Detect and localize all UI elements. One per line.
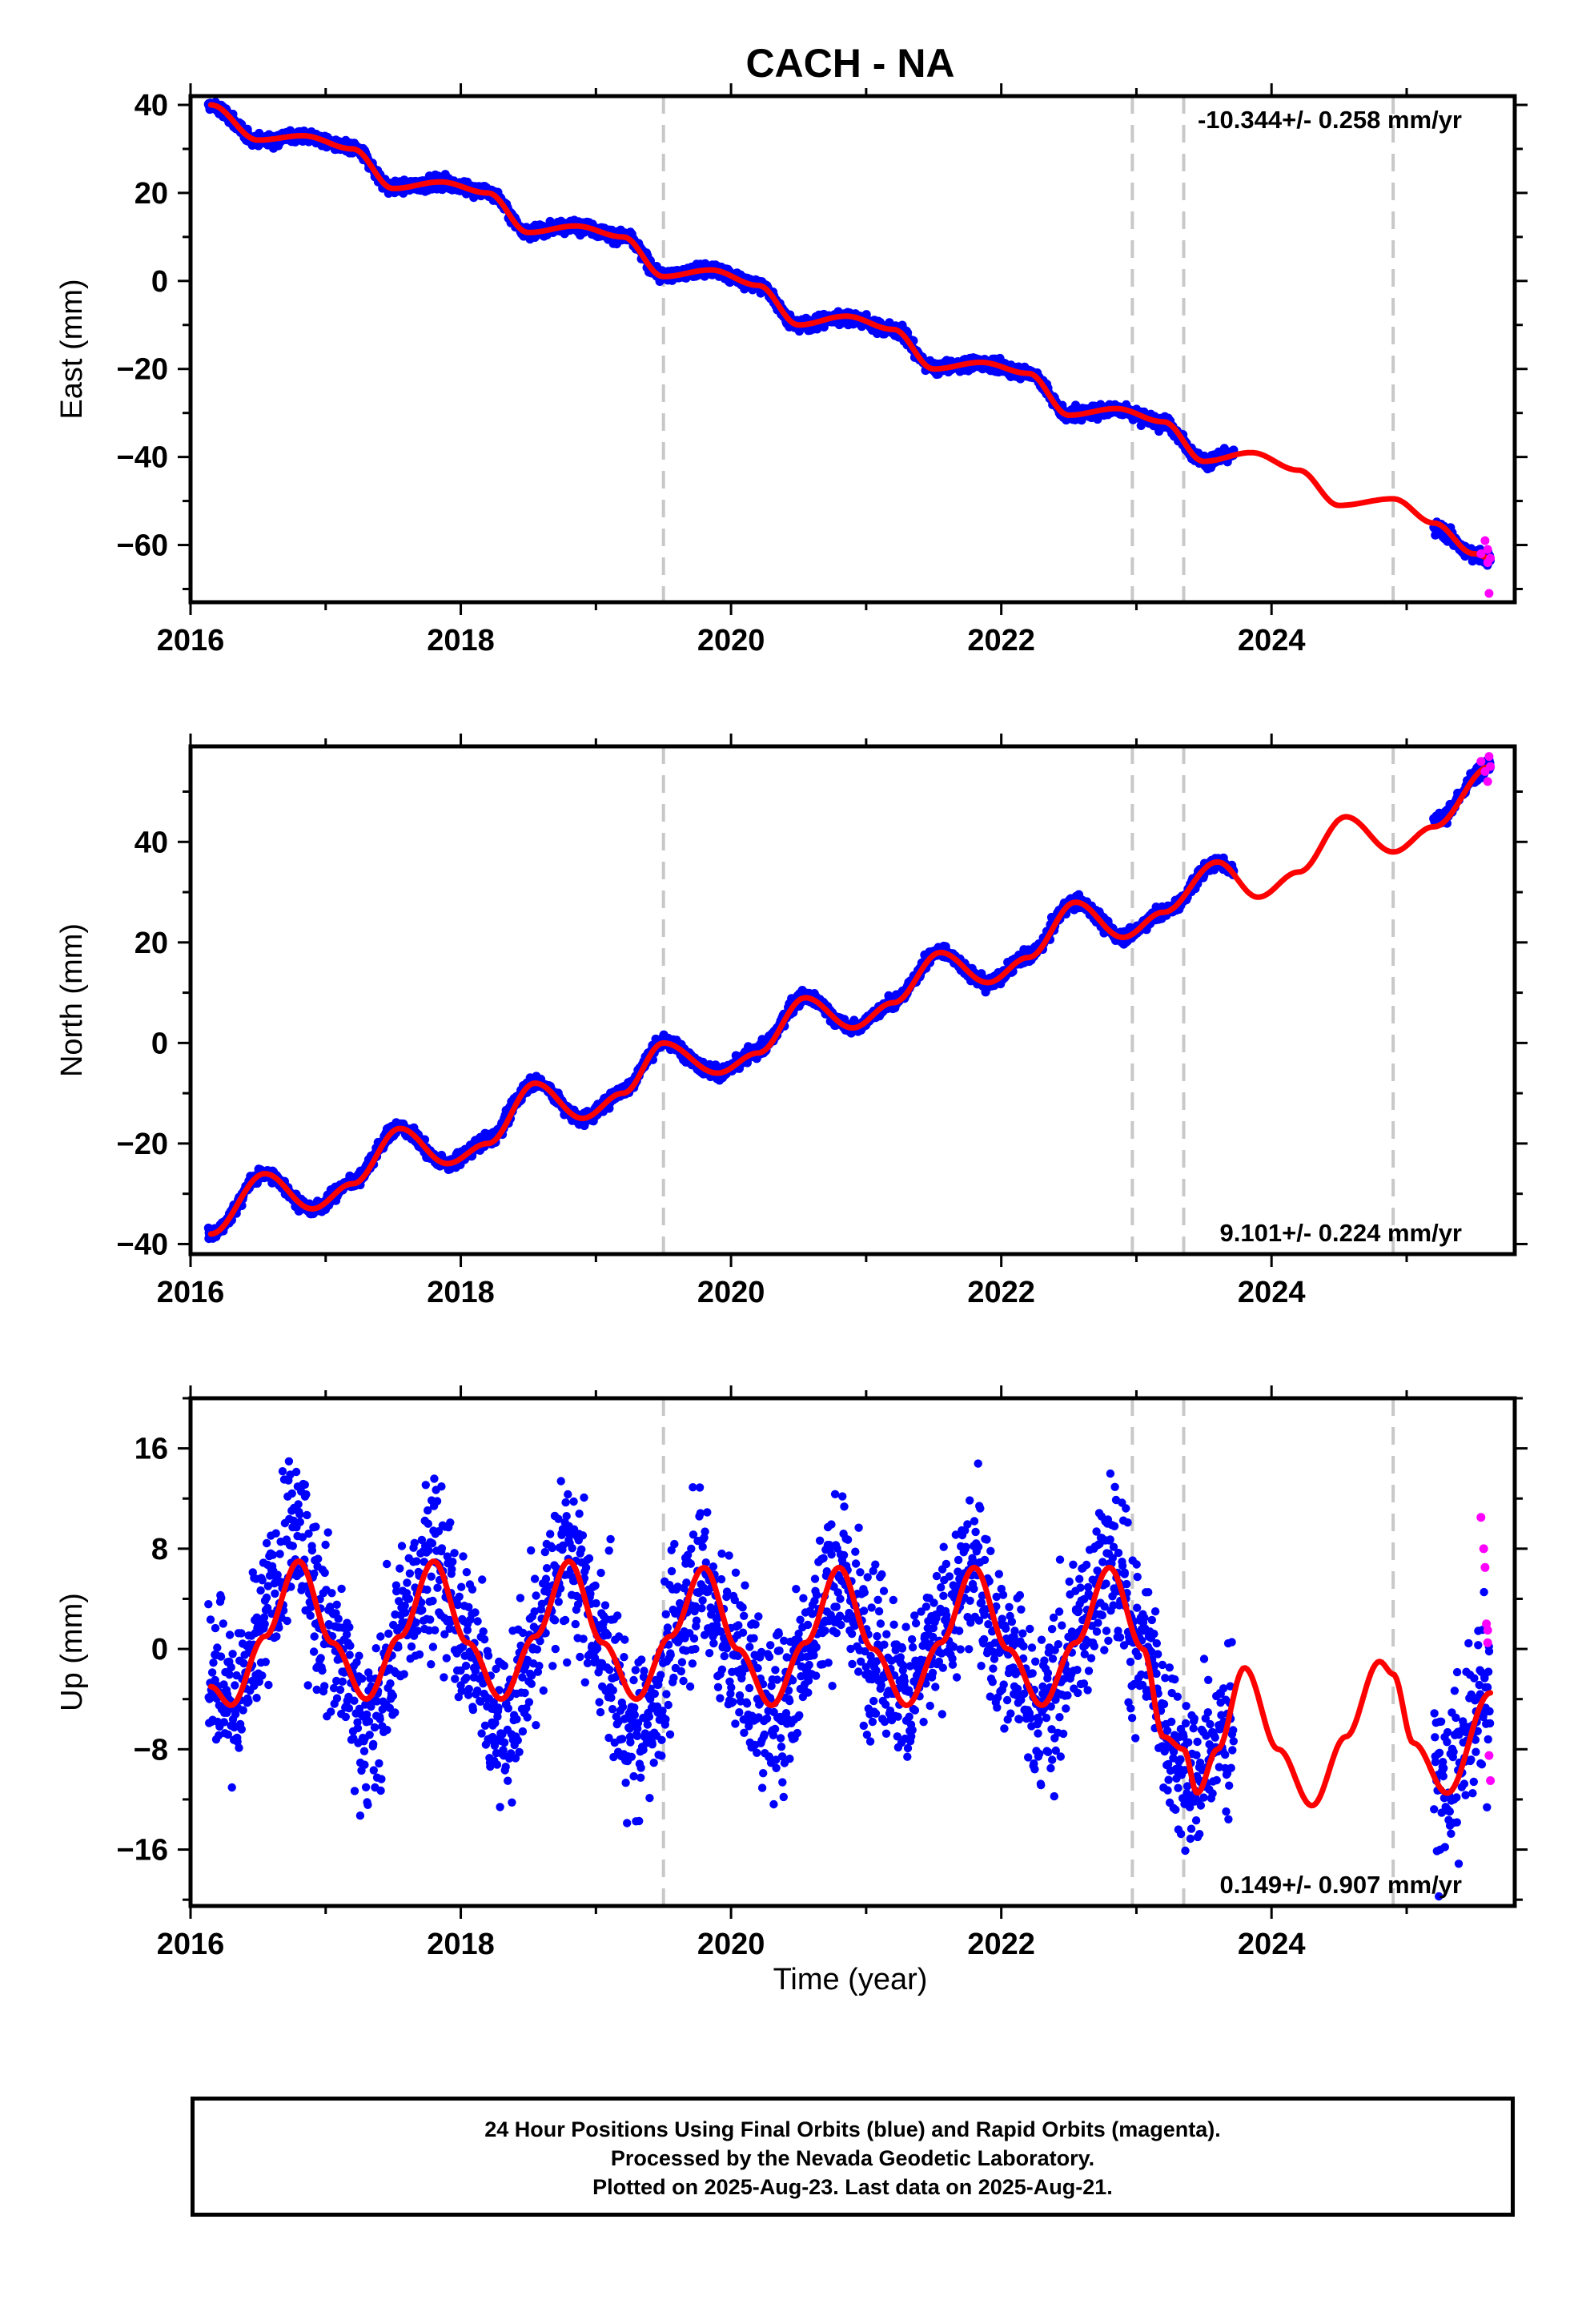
rapid-orbits-points <box>1476 536 1496 598</box>
x-tick-label: 2018 <box>427 624 495 657</box>
panel-frame <box>188 94 1517 605</box>
x-tick-label: 2024 <box>1238 624 1306 657</box>
final-orbits-points <box>203 755 1495 1244</box>
y-tick-label: −20 <box>117 353 168 387</box>
model-line <box>207 102 1494 561</box>
x-tick-label: 2022 <box>967 624 1035 657</box>
y-tick-label: 20 <box>135 177 168 211</box>
plot-area-east <box>203 96 1496 602</box>
rapid-orbit-point <box>1483 545 1492 554</box>
rapid-orbit-point <box>1484 589 1494 598</box>
y-axis-label: East (mm) <box>55 279 89 419</box>
velocity-label: -10.344+/- 0.258 mm/yr <box>1198 106 1462 134</box>
y-tick-label: −60 <box>117 529 168 563</box>
final-orbits-points <box>203 98 1495 570</box>
panel-east: 2016 2018 2020 2022 2024 −60 −40 −20 0 20 40 East (… <box>55 83 1528 657</box>
x-tick-label: 2016 <box>157 624 225 657</box>
rapid-orbit-point <box>1480 536 1490 545</box>
rapid-orbit-point <box>1476 549 1486 558</box>
y-tick-label: 0 <box>151 265 168 299</box>
x-tick-label: 2020 <box>697 624 765 657</box>
rapid-orbit-point <box>1486 553 1496 563</box>
y-tick-label: 40 <box>135 89 168 123</box>
y-tick-label: −40 <box>117 441 168 475</box>
chart-title: CACH - NA <box>745 41 954 86</box>
plot-area-north <box>203 746 1496 1254</box>
